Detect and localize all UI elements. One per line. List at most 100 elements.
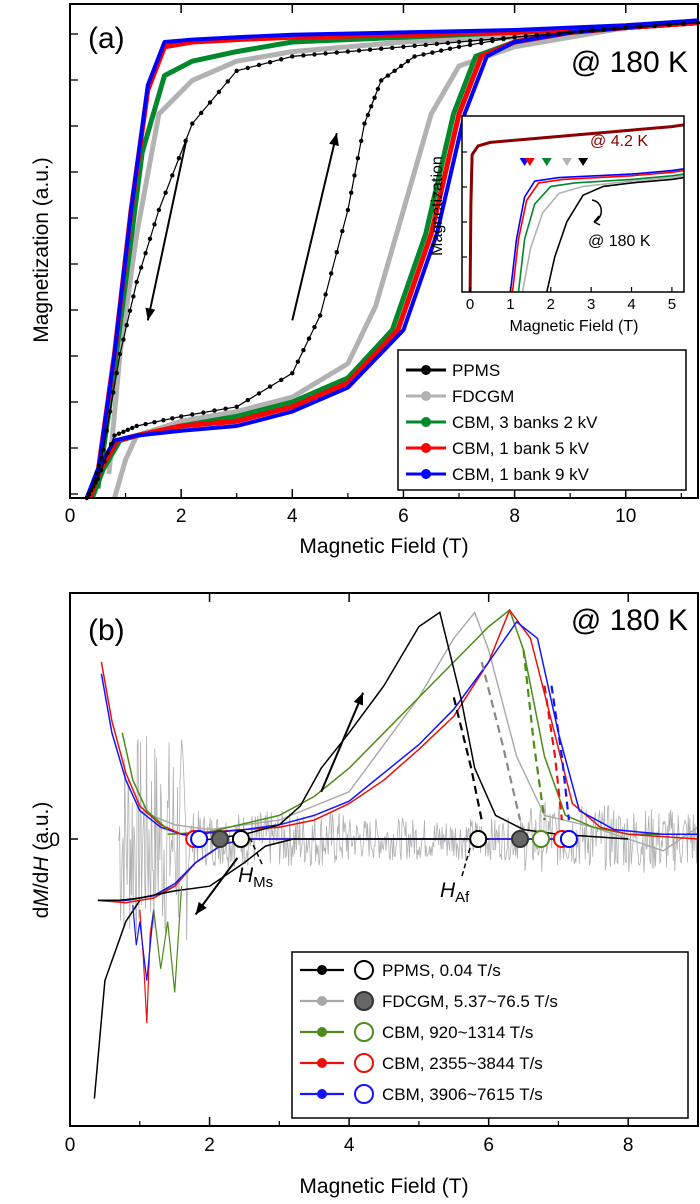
- legend-b-dot-cbm-920-1314-t-s: [317, 1027, 327, 1037]
- dmdh-mid: /d: [30, 872, 53, 890]
- ppms-point: [445, 40, 451, 46]
- transition-marker: [231, 830, 250, 848]
- dmdh-suffix: (a.u.): [30, 802, 53, 857]
- series-cbm-3906-7615-t-s-up: [195, 620, 698, 836]
- ppms-point: [170, 173, 175, 178]
- ppms-point: [134, 423, 139, 429]
- ppms-point: [317, 313, 323, 318]
- ppms-point: [568, 30, 573, 35]
- ppms-point: [359, 138, 364, 144]
- dashed-fit-3: [543, 685, 563, 821]
- ppms-point: [91, 484, 96, 489]
- ppms-point: [108, 442, 114, 447]
- ppms-point: [170, 416, 175, 421]
- panel-b-y-axis-title: dM/dH (a.u.): [30, 802, 53, 919]
- ppms-point: [556, 31, 562, 36]
- annotation-h-af: HAf: [440, 879, 470, 906]
- ppms-point: [114, 371, 119, 376]
- ppms-point: [104, 428, 109, 433]
- ppms-point: [163, 190, 168, 195]
- panel-b-x-tick-label: 2: [204, 1135, 215, 1156]
- panel-a-legend: PPMS FDCGM CBM, 3 banks 2 kV CBM, 1 bank 5 …: [397, 349, 687, 491]
- ppms-point: [590, 28, 595, 33]
- ppms-point: [375, 86, 381, 92]
- legend-b-dot-cbm-2355-3844-t-s: [317, 1058, 327, 1068]
- panel-a-inset: 0 1 2 3 4 5 @ 4.2 K @ 180 K Magnetic Field (T…: [429, 115, 685, 335]
- ppms-point: [447, 46, 453, 51]
- inset-curves: [468, 123, 685, 293]
- legend-b-dot-fdcgm-5-37-76-5-t-s: [317, 996, 327, 1006]
- panel-a: 0 2 4 6 8 10 (a) @ 180 K Magnetic Field (T) M…: [30, 3, 700, 558]
- panel-b: 0 2 4 6 80 (b) @ 180 K HMs HAf Magnetic Fiel…: [30, 592, 699, 1198]
- panel-b-y-tick-label: 0: [49, 830, 60, 851]
- panel-a-legend-items: PPMS FDCGM CBM, 3 banks 2 kV CBM, 1 bank 5 …: [406, 361, 598, 484]
- ppms-point: [367, 47, 373, 52]
- annotation-h-ms: HMs: [238, 864, 273, 891]
- ppms-point: [421, 52, 426, 57]
- annotation-h-af-leader: [461, 847, 471, 877]
- series-fdcgm-up: [139, 610, 699, 852]
- ppms-point: [216, 89, 222, 95]
- series-cbm-920-1314-t-s-up: [167, 608, 698, 836]
- inset-series-ppms: [546, 176, 685, 293]
- ppms-point: [385, 73, 391, 78]
- ppms-point: [612, 26, 617, 31]
- ppms-point: [312, 324, 317, 330]
- legend-a-label-cbm-1-bank-5-kv: CBM, 1 bank 5 kV: [452, 439, 590, 458]
- series-ppms-0-04-t-s-up: [195, 611, 629, 843]
- dashed-fit-2: [522, 650, 546, 821]
- inset-bracket: [591, 199, 602, 226]
- panel-b-ticks: 0 2 4 6 8 0: [49, 593, 699, 1156]
- ppms-point: [456, 39, 462, 45]
- legend-a-marker-cbm-1-bank-5-kv: [421, 443, 431, 453]
- panel-a-frame: [69, 3, 699, 499]
- panel-a-legend-box: [397, 349, 687, 491]
- inset-transition-marker: [578, 158, 589, 166]
- ppms-point: [534, 33, 539, 38]
- ppms-point: [399, 63, 404, 69]
- series-cbm-2355-3844-t-s-up: [181, 608, 699, 840]
- ppms-point: [93, 480, 98, 485]
- ppms-point: [143, 421, 148, 427]
- ppms-point: [121, 429, 126, 434]
- ppms-point: [152, 222, 157, 227]
- ppms-point: [352, 173, 357, 178]
- panel-a-curves: [84, 18, 700, 501]
- inset-series-cbm-3-banks-2-kv: [517, 173, 685, 293]
- ppms-point: [362, 121, 367, 126]
- panel-b-x-tick-label: 6: [483, 1135, 494, 1156]
- panel-a-arrow-up-head: [329, 133, 339, 147]
- low-field-spike-1: [132, 905, 155, 981]
- inset-x-tick-label: 3: [587, 296, 595, 313]
- ppms-point: [131, 294, 136, 299]
- panel-a-arrow-down-head: [145, 307, 156, 321]
- legend-b-marker-cbm-3906-7615-t-s: [354, 1084, 374, 1104]
- panel-a-arrow-down-shaft: [146, 137, 188, 321]
- ppms-point: [512, 35, 517, 40]
- ppms-point: [601, 27, 606, 32]
- ppms-point: [334, 50, 339, 55]
- ppms-point: [479, 40, 484, 46]
- ppms-point: [412, 43, 417, 48]
- series-cbm-1-bank-9-kv-up: [84, 18, 699, 499]
- inset-frame: [461, 115, 685, 293]
- ppms-point: [412, 54, 417, 59]
- legend-a-label-ppms: PPMS: [452, 361, 500, 380]
- ppms-point: [490, 38, 495, 44]
- ppms-point: [434, 41, 439, 47]
- ppms-point: [340, 228, 345, 234]
- annotation-h-ms-sub: Ms: [253, 874, 273, 891]
- ppms-point: [623, 25, 628, 30]
- inset-series-cbm-1-bank-9-kv: [509, 168, 685, 293]
- inset-transition-marker: [561, 158, 572, 166]
- ppms-point: [152, 420, 157, 425]
- series-ppms-0-04-t-s-down: [97, 838, 489, 902]
- dmdh-h: H: [30, 856, 53, 872]
- legend-b-marker-fdcgm-5-37-76-5-t-s: [354, 991, 374, 1011]
- panel-b-frame: [69, 592, 699, 1127]
- ppms-point: [256, 62, 262, 68]
- legend-a-marker-ppms: [421, 365, 431, 375]
- ppms-point: [223, 406, 228, 411]
- ppms-point: [234, 404, 239, 409]
- panel-a-x-axis-title: Magnetic Field (T): [299, 535, 468, 558]
